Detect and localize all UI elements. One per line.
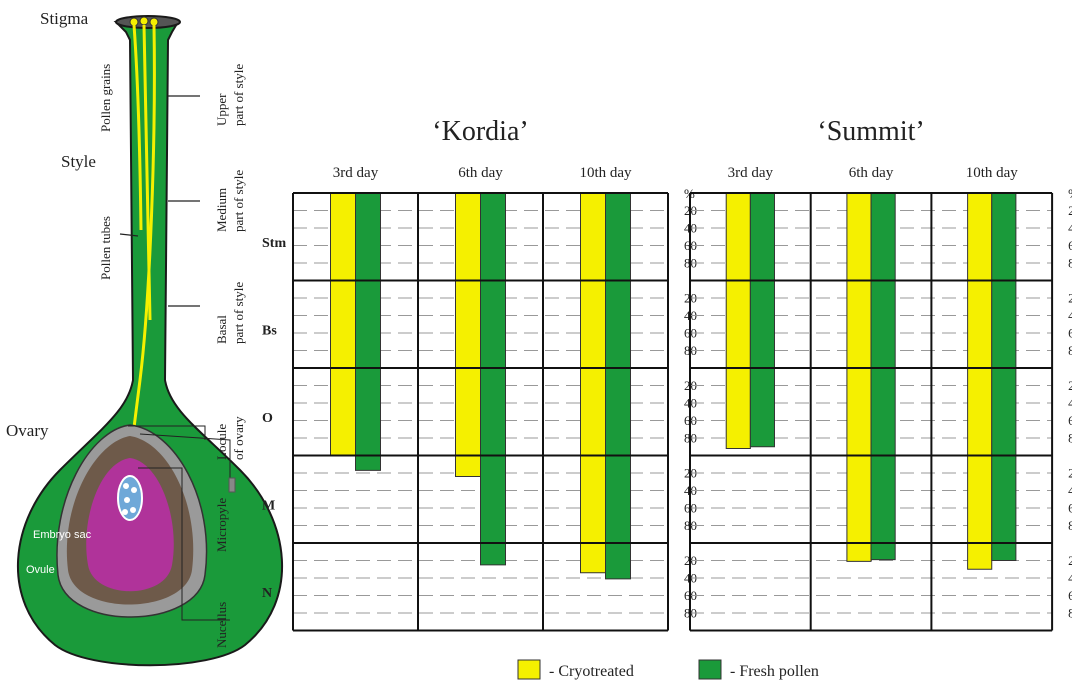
day-label: 6th day (849, 165, 894, 181)
bar-fresh-pollen (355, 192, 381, 471)
label-micropyle: Micropyle (214, 498, 229, 552)
label-stigma: Stigma (40, 9, 89, 28)
zone-label: Bs (262, 324, 277, 339)
label-nucellus: Nucellus (214, 602, 229, 648)
legend-label-cryotreated: - Cryotreated (549, 663, 634, 680)
zone-label: N (262, 586, 272, 601)
label-style: Style (61, 152, 96, 171)
penetration-chart: ‘Kordia’ 3rd day 6th day 10th day% 20 40 60 80 2… (262, 116, 1072, 680)
label-embryo-sac: Embryo sac (33, 529, 92, 541)
label-upper-style-2: part of style (231, 64, 246, 126)
label-pollen-tubes: Pollen tubes (98, 216, 113, 280)
legend-swatch-cryotreated (517, 659, 541, 680)
pollen-tube (132, 24, 143, 231)
pollen-grain (139, 16, 149, 26)
day-label: 3rd day (728, 165, 774, 181)
embryo-sac-core (117, 475, 143, 521)
label-locule-2: of ovary (231, 416, 246, 460)
zone-label: Stm (262, 236, 286, 251)
tick-label: 60 (1068, 501, 1072, 516)
tick-label: 20 (1068, 378, 1072, 393)
group-title: ‘Kordia’ (432, 116, 528, 147)
tick-label: 80 (1068, 256, 1072, 271)
embryo-sac (86, 458, 174, 592)
micropyle-marker (228, 477, 236, 493)
day-label: 3rd day (333, 165, 379, 181)
tick-label: 40 (1068, 396, 1072, 411)
legend-label-fresh: - Fresh pollen (730, 663, 819, 680)
zone-label: M (262, 499, 275, 514)
label-ovary: Ovary (6, 421, 49, 440)
bar-fresh-pollen (991, 192, 1017, 561)
legend-swatch-fresh (698, 659, 722, 680)
bar-fresh-pollen (605, 192, 631, 580)
bar-cryotreated (455, 192, 481, 477)
bar-cryotreated (725, 192, 751, 449)
day-label: 10th day (579, 165, 632, 181)
leader-line (139, 433, 231, 478)
tick-label: 80 (1068, 606, 1072, 621)
tick-label: 80 (1068, 343, 1072, 358)
tick-label: 20 (1068, 291, 1072, 306)
label-upper-style: Upper (214, 93, 229, 126)
label-basal-style: Basal (214, 315, 229, 344)
tick-label: 20 (1068, 466, 1072, 481)
bar-cryotreated (580, 192, 606, 574)
day-label: 10th day (966, 165, 1019, 181)
leader-pollen-tubes (119, 233, 139, 237)
label-ovule: Ovule (26, 564, 55, 576)
pollen-grain (149, 17, 159, 27)
tick-label: 20 (1068, 553, 1072, 568)
tick-label: 60 (1068, 238, 1072, 253)
tick-label: 20 (1068, 203, 1072, 218)
bar-fresh-pollen (480, 192, 506, 566)
bar-fresh-pollen (749, 192, 775, 448)
tick-label: 60 (1068, 326, 1072, 341)
pollen-grain (129, 17, 139, 27)
label-pollen-grains: Pollen grains (98, 64, 113, 132)
bar-fresh-pollen (870, 192, 896, 561)
bar-cryotreated (967, 192, 993, 570)
tick-label: 40 (1068, 221, 1072, 236)
tick-label: 80 (1068, 431, 1072, 446)
bar-cryotreated (846, 192, 872, 562)
pistil-diagram: Stigma Style Ovary Pollen grains Pollen … (6, 9, 284, 667)
leader-line (138, 467, 230, 621)
day-label: 6th day (458, 165, 503, 181)
tick-label: 40 (1068, 571, 1072, 586)
tick-label: 40 (1068, 483, 1072, 498)
tick-label-percent: % (1068, 186, 1072, 201)
tick-label: 60 (1068, 413, 1072, 428)
tick-label: 60 (1068, 588, 1072, 603)
leader-line (128, 425, 206, 440)
label-medium-style-2: part of style (231, 170, 246, 232)
label-locule: Locule (214, 424, 229, 460)
zone-label: O (262, 411, 273, 426)
group-title: ‘Summit’ (817, 116, 924, 147)
tick-label: 40 (1068, 308, 1072, 323)
tick-label: 80 (1068, 518, 1072, 533)
label-basal-style-2: part of style (231, 282, 246, 344)
bar-cryotreated (330, 192, 356, 456)
label-medium-style: Medium (214, 188, 229, 232)
